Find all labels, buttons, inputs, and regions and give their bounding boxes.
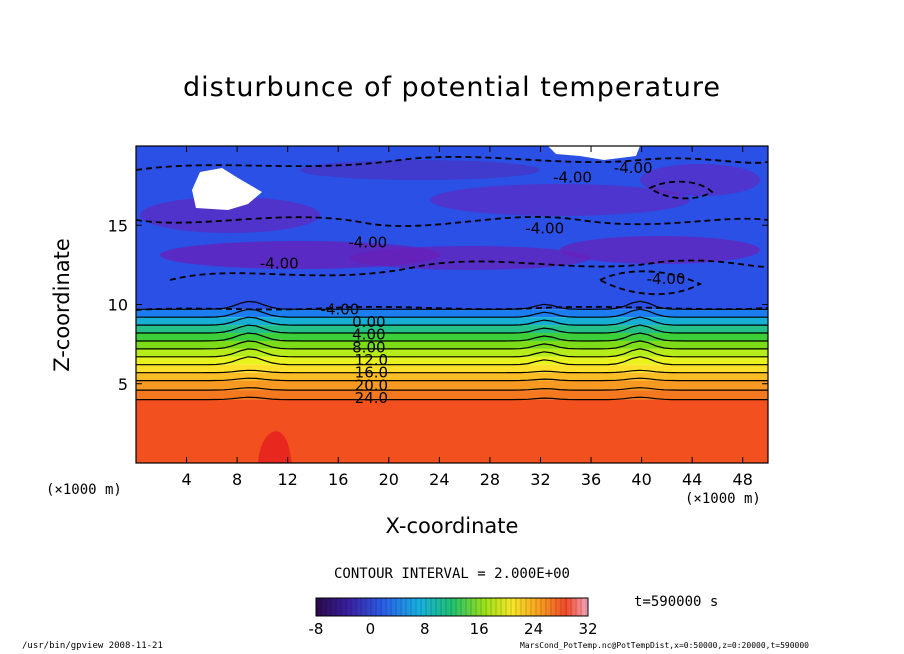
heatmap-band — [136, 348, 768, 357]
contour-line — [136, 308, 768, 318]
contour-label: 20.0 — [355, 376, 388, 394]
x-tick-label: 12 — [278, 470, 298, 489]
contour-line — [136, 316, 768, 326]
purple-patches — [140, 160, 760, 270]
contour-label: 8.00 — [352, 338, 385, 356]
colorbar-tick-label: -8 — [309, 620, 324, 638]
saturation-voids — [192, 146, 640, 210]
contour-line — [136, 387, 768, 391]
colorbar-tick-label: 0 — [366, 620, 376, 638]
heatmap-band — [136, 356, 768, 365]
contour-interval-label: CONTOUR INTERVAL = 2.000E+00 — [333, 566, 570, 582]
footer-command: /usr/bin/gpview 2008-11-21 — [22, 641, 163, 651]
contour-line — [136, 348, 768, 358]
x-tick-label: 20 — [379, 470, 399, 489]
colorbar-tick-label: 8 — [420, 620, 430, 638]
time-label: t=590000 s — [634, 594, 719, 610]
contour-lines — [136, 300, 768, 401]
colorbar: -8 0 8 16 24 32 — [309, 597, 598, 638]
contour-line — [136, 340, 768, 350]
contour-line — [136, 369, 768, 374]
dashed-contours — [136, 156, 768, 311]
contour-line — [136, 324, 768, 334]
heatmap-band — [136, 399, 768, 463]
x-unit-label-right: (×1000 m) — [685, 491, 761, 507]
colorbar-tick-label: 32 — [578, 620, 597, 638]
colorbar-stripes — [320, 598, 587, 616]
contour-label: 12.0 — [355, 351, 388, 369]
contour-label: 4.00 — [352, 326, 385, 344]
chart-title: disturbunce of potential temperature — [183, 72, 721, 103]
heatmap-band — [136, 364, 768, 373]
heatmap-band — [136, 333, 768, 341]
y-tick-label: 5 — [118, 375, 128, 394]
contour-label: -4.00 — [525, 219, 564, 237]
colorbar-tick-label: 24 — [524, 620, 543, 638]
x-tick-label: 28 — [480, 470, 500, 489]
colorbar-ticks: -8 0 8 16 24 32 — [309, 620, 598, 638]
x-tick-label: 24 — [429, 470, 449, 489]
heatmap-band — [136, 380, 768, 391]
x-axis: 4 8 12 16 20 24 28 32 36 40 44 48 — [181, 146, 753, 489]
contour-labels: -4.00-4.00-4.00-4.00-4.00-4.00-4.000.004… — [260, 159, 686, 407]
y-axis: 5 10 15 — [108, 216, 768, 394]
contour-label: -4.00 — [321, 300, 360, 318]
heatmap-band — [136, 325, 768, 334]
contour-line — [136, 356, 768, 366]
colorbar-tick-label: 16 — [470, 620, 489, 638]
colorbar-gradient — [315, 597, 589, 617]
contour-label: -4.00 — [348, 234, 387, 252]
heatmap-band — [136, 390, 768, 400]
x-tick-label: 4 — [181, 470, 191, 489]
x-axis-label: X-coordinate — [385, 514, 519, 538]
warm-spots — [258, 431, 292, 463]
contour-label: 0.00 — [352, 313, 385, 331]
contour-label: -4.00 — [553, 169, 592, 187]
y-tick-label: 15 — [108, 216, 128, 235]
footer-source: MarsCond_PotTemp.nc@PotTempDist,x=0:5000… — [520, 641, 809, 650]
heatmap-band — [136, 317, 768, 326]
x-tick-label: 44 — [682, 470, 702, 489]
x-tick-label: 40 — [631, 470, 651, 489]
x-unit-label-left: (×1000 m) — [46, 482, 122, 498]
contour-label: -4.00 — [260, 254, 299, 272]
x-tick-label: 36 — [581, 470, 601, 489]
contour-label: 16.0 — [355, 364, 388, 382]
x-tick-label: 16 — [328, 470, 348, 489]
heatmap-band — [136, 372, 768, 381]
contour-label: -4.00 — [614, 159, 653, 177]
contour-line — [136, 332, 768, 342]
heatmap-band — [136, 340, 768, 349]
x-tick-label: 8 — [232, 470, 242, 489]
x-tick-label: 48 — [733, 470, 753, 489]
contour-line — [136, 377, 768, 382]
y-tick-label: 10 — [108, 296, 128, 315]
heatmap-band — [136, 309, 768, 318]
contour-line — [136, 396, 768, 401]
contour-label: -4.00 — [647, 270, 686, 288]
contour-label: 24.0 — [355, 389, 388, 407]
x-tick-label: 32 — [530, 470, 550, 489]
heatmap-plot-area: -4.00-4.00-4.00-4.00-4.00-4.00-4.000.004… — [136, 146, 768, 463]
y-axis-label: Z-coordinate — [50, 238, 74, 372]
